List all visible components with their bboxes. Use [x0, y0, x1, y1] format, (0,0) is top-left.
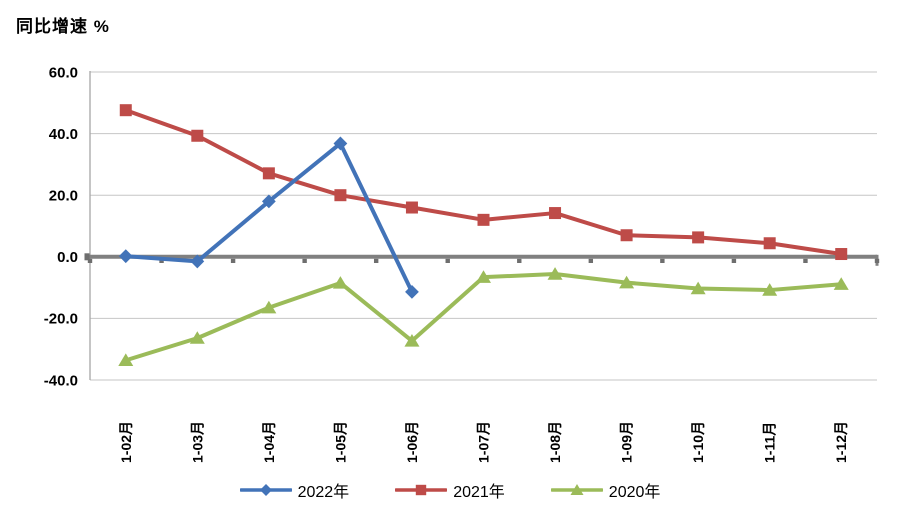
marker-2020年: [332, 276, 348, 289]
x-axis-tick: [517, 258, 522, 263]
marker-2021年: [620, 229, 633, 242]
marker-2020年: [762, 283, 778, 296]
line-chart-plot: -40.0 -20.0 0.0 20.0 40.0 60.0 1-02月 1-03月 1-04月…: [44, 64, 880, 463]
series-2021年: [119, 104, 848, 261]
x-tick-label: 1-08月: [547, 421, 563, 463]
legend-item-2020年: 2020年: [550, 478, 661, 502]
x-axis-tick: [731, 258, 737, 263]
legend-marker-2020年: [570, 484, 584, 495]
marker-2021年: [119, 104, 132, 117]
chart-title: 同比增速 %: [16, 17, 110, 36]
legend-square-icon: [395, 484, 448, 496]
y-tick-label: 20.0: [49, 187, 78, 204]
marker-2020年: [476, 270, 491, 283]
x-tick-label: 1-05月: [332, 421, 348, 463]
marker-2020年: [547, 267, 563, 280]
marker-2022年: [405, 285, 419, 299]
legend-label: 2022年: [297, 484, 350, 501]
x-axis-tick: [803, 258, 808, 263]
marker-2021年: [477, 213, 490, 226]
legend-item-2021年: 2021年: [395, 478, 505, 502]
x-tick-label: 1-02月: [118, 421, 134, 463]
x-axis-tick: [159, 258, 164, 263]
x-tick-label: 1-04月: [261, 421, 277, 463]
x-tick-label: 1-03月: [189, 421, 205, 463]
legend-item-2022年: 2022年: [239, 478, 350, 502]
marker-2021年: [692, 231, 705, 244]
x-axis-tick: [373, 258, 379, 263]
x-axis-tick: [87, 258, 93, 263]
x-axis-tick: [445, 258, 450, 263]
y-tick-label: 0.0: [57, 249, 78, 266]
y-tick-label: -40.0: [44, 372, 78, 389]
series-2020年: [118, 267, 849, 366]
legend-marker-2022年: [259, 484, 272, 496]
y-tick-label: -20.0: [44, 311, 78, 328]
x-axis-tick: [660, 258, 665, 263]
x-axis-tick: [302, 258, 307, 263]
marker-2022年: [190, 254, 205, 269]
x-tick-label: 1-07月: [476, 421, 492, 463]
marker-2021年: [405, 201, 418, 214]
legend-marker-2021年: [415, 484, 427, 496]
y-tick-label: 40.0: [49, 126, 78, 143]
legend-label: 2021年: [453, 484, 505, 501]
marker-2021年: [549, 207, 562, 220]
series-line-2020年: [123, 272, 844, 363]
series-2022年: [118, 136, 419, 299]
x-axis-tick: [588, 258, 594, 263]
x-tick-label: 1-09月: [619, 421, 635, 463]
x-tick-label: 1-10月: [690, 421, 706, 463]
marker-2022年: [261, 194, 276, 209]
marker-2022年: [333, 136, 348, 151]
marker-2020年: [619, 275, 635, 289]
marker-2021年: [835, 248, 848, 261]
x-tick-label: 1-12月: [833, 421, 849, 463]
marker-2021年: [334, 189, 347, 202]
marker-2020年: [404, 333, 420, 347]
marker-2021年: [763, 237, 776, 250]
legend-diamond-icon: [239, 484, 292, 496]
chart-legend: 2022年 2021年 2020年: [0, 478, 900, 502]
marker-2020年: [261, 300, 277, 314]
y-tick-label: 60.0: [49, 64, 78, 81]
marker-2021年: [262, 167, 275, 180]
marker-2020年: [833, 277, 849, 290]
x-axis-tick: [230, 258, 236, 263]
marker-2022年: [118, 249, 133, 264]
legend-label: 2020年: [608, 484, 661, 501]
marker-2020年: [690, 281, 706, 295]
x-axis-tick: [874, 258, 880, 263]
legend-triangle-icon: [550, 484, 603, 495]
marker-2021年: [191, 129, 204, 142]
marker-2020年: [118, 353, 134, 366]
marker-2020年: [189, 331, 205, 344]
x-tick-label: 1-11月: [762, 422, 778, 463]
x-tick-label: 1-06月: [404, 421, 420, 463]
series-line-2022年: [123, 141, 414, 294]
x-axis-start-tick: [84, 253, 90, 261]
